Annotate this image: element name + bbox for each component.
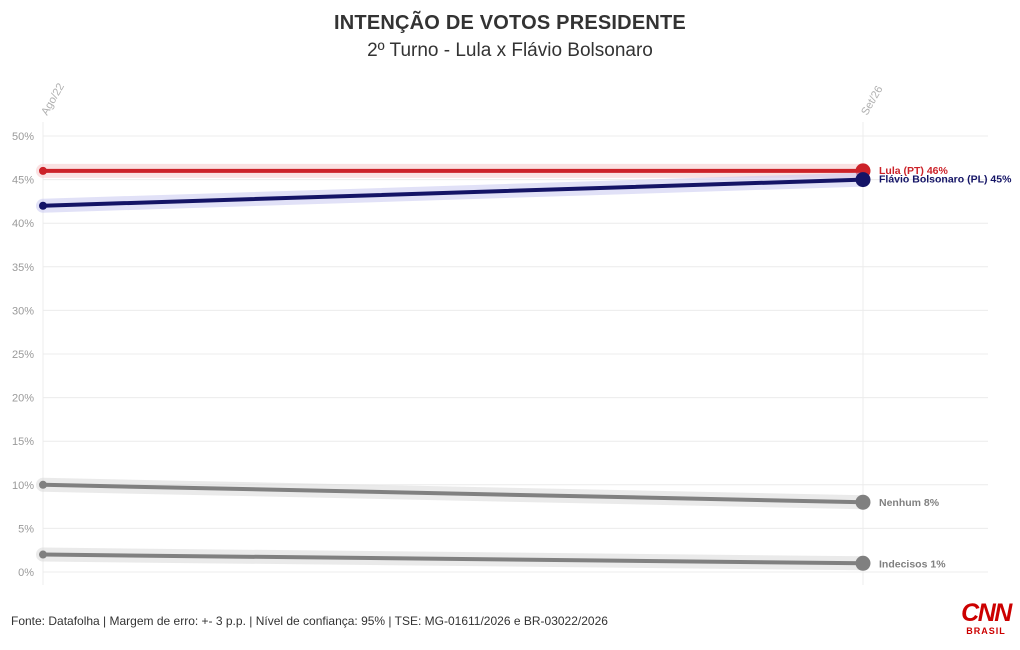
y-tick-label: 40%: [12, 218, 34, 230]
series-end-marker: [855, 555, 871, 571]
y-tick-label: 15%: [12, 436, 34, 448]
y-tick-label: 5%: [18, 523, 34, 535]
y-tick-label: 10%: [12, 480, 34, 492]
x-tick-label: Ago/22: [39, 81, 67, 117]
y-tick-label: 35%: [12, 262, 34, 274]
series-line: [41, 482, 865, 505]
logo-text: CNN: [961, 599, 1012, 627]
series-end-marker: [855, 172, 871, 188]
series-start-dot: [39, 201, 47, 210]
y-tick-label: 45%: [12, 175, 34, 187]
series-end-label: Nenhum 8%: [879, 497, 940, 509]
y-axis-ticks: 0% 5% 10% 15% 20% 25% 30% 35% 40% 45% 50%: [12, 131, 34, 579]
series-line: [41, 552, 865, 566]
y-tick-label: 30%: [12, 305, 34, 317]
y-tick-label: 25%: [12, 349, 34, 361]
series-group: Lula (PT) 46%Flávio Bolsonaro (PL) 45% Ne…: [36, 163, 1012, 571]
y-tick-label: 50%: [12, 131, 34, 143]
series-end-label: Lula (PT) 46%: [879, 165, 949, 177]
y-tick-label: 20%: [12, 393, 34, 405]
series-line: [41, 177, 865, 208]
y-tick-label: 0%: [18, 567, 34, 579]
series-start-dot: [39, 480, 47, 489]
x-tick-label: Set/26: [859, 84, 885, 118]
x-axis-ticks: Ago/22 Set/26: [39, 81, 885, 117]
cnn-brasil-logo: CNN BRASIL: [958, 600, 1014, 640]
line-chart: 0% 5% 10% 15% 20% 25% 30% 35% 40% 45% 50% Ago/22 Se…: [12, 81, 1012, 585]
chart-subtitle: 2º Turno - Lula x Flávio Bolsonaro: [367, 40, 653, 61]
series-start-dot: [39, 166, 47, 175]
source-note: Fonte: Datafolha | Margem de erro: +- 3 …: [11, 614, 608, 628]
logo-subtext: BRASIL: [966, 626, 1006, 636]
chart-title: INTENÇÃO DE VOTOS PRESIDENTE: [334, 12, 686, 34]
series-start-dot: [39, 550, 47, 559]
series-end-label: Flávio Bolsonaro (PL) 45%: [879, 174, 1012, 186]
series-end-label: Indecisos 1%: [879, 558, 946, 570]
series-end-marker: [855, 494, 871, 510]
